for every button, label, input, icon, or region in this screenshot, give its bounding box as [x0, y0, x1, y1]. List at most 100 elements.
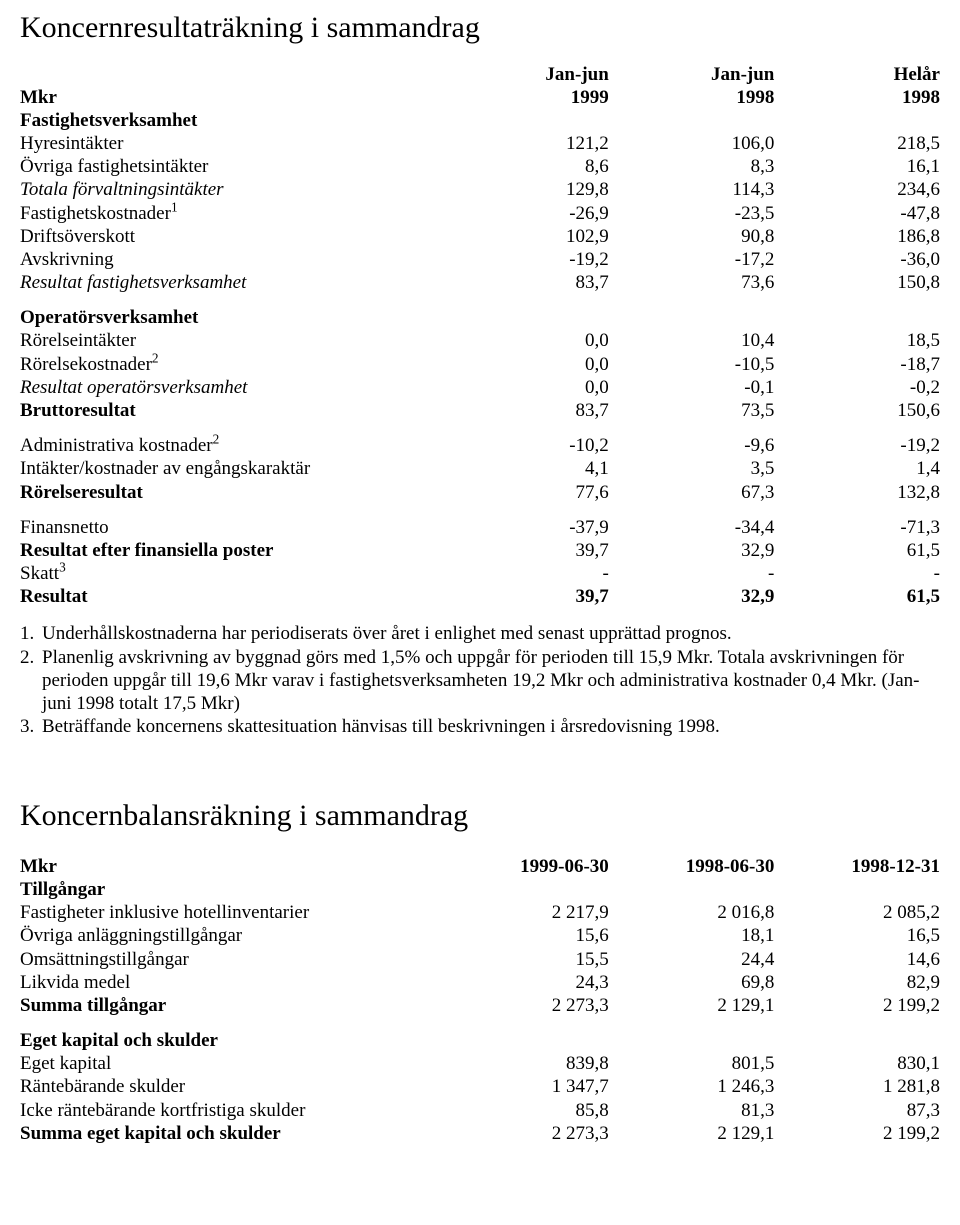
balance-table: Mkr 1999-06-30 1998-06-30 1998-12-31 Til…: [20, 855, 940, 1145]
table-row: Resultat 39,7 32,9 61,5: [20, 585, 940, 608]
table-row: Summa eget kapital och skulder 2 273,3 2…: [20, 1122, 940, 1145]
row-label: Resultat operatörsverksamhet: [20, 376, 443, 399]
table-row: Fastighetskostnader1 -26,9 -23,5 -47,8: [20, 202, 940, 225]
cell: 18,1: [609, 924, 775, 947]
table-row: Totala förvaltningsintäkter 129,8 114,3 …: [20, 178, 940, 201]
cell: 87,3: [774, 1099, 940, 1122]
table-row: Hyresintäkter 121,2 106,0 218,5: [20, 132, 940, 155]
row-label: Resultat efter finansiella poster: [20, 539, 443, 562]
cell: 3,5: [609, 457, 775, 480]
section-header-row: Tillgångar: [20, 878, 940, 901]
cell: 8,6: [443, 155, 609, 178]
row-label: Övriga fastighetsintäkter: [20, 155, 443, 178]
cell: 85,8: [443, 1099, 609, 1122]
table-row: Rörelseresultat 77,6 67,3 132,8: [20, 481, 940, 504]
section-header: Eget kapital och skulder: [20, 1029, 940, 1052]
cell: 67,3: [609, 481, 775, 504]
cell: -37,9: [443, 516, 609, 539]
cell: 114,3: [609, 178, 775, 201]
note-1: 1. Underhållskostnaderna har periodisera…: [20, 622, 940, 645]
cell: 81,3: [609, 1099, 775, 1122]
cell: -: [774, 562, 940, 585]
col1-top: Jan-jun: [443, 63, 609, 86]
cell: 150,8: [774, 271, 940, 294]
cell: -: [443, 562, 609, 585]
cell: 0,0: [443, 376, 609, 399]
cell: 24,4: [609, 948, 775, 971]
note-2: 2. Planenlig avskrivning av byggnad görs…: [20, 646, 940, 716]
cell: 2 217,9: [443, 901, 609, 924]
cell: 8,3: [609, 155, 775, 178]
cell: 2 085,2: [774, 901, 940, 924]
cell: 1 246,3: [609, 1075, 775, 1098]
table-row: Rörelsekostnader2 0,0 -10,5 -18,7: [20, 353, 940, 376]
cell: -17,2: [609, 248, 775, 271]
table-row: Driftsöverskott 102,9 90,8 186,8: [20, 225, 940, 248]
note-number: 1.: [20, 622, 42, 645]
col2-bot: 1998: [609, 86, 775, 109]
cell: -71,3: [774, 516, 940, 539]
cell: 14,6: [774, 948, 940, 971]
row-label: Rörelsekostnader2: [20, 353, 443, 376]
row-label: Finansnetto: [20, 516, 443, 539]
cell: 2 199,2: [774, 994, 940, 1017]
cell: 186,8: [774, 225, 940, 248]
table-row: Icke räntebärande kortfristiga skulder 8…: [20, 1099, 940, 1122]
cell: 32,9: [609, 585, 775, 608]
col1: 1999-06-30: [443, 855, 609, 878]
row-label: Bruttoresultat: [20, 399, 443, 422]
section-header-row: Eget kapital och skulder: [20, 1029, 940, 1052]
cell: 150,6: [774, 399, 940, 422]
cell: 16,5: [774, 924, 940, 947]
cell: 129,8: [443, 178, 609, 201]
table-row: Rörelseintäkter 0,0 10,4 18,5: [20, 329, 940, 352]
cell: 16,1: [774, 155, 940, 178]
row-label: Övriga anläggningstillgångar: [20, 924, 443, 947]
cell: 2 199,2: [774, 1122, 940, 1145]
cell: 61,5: [774, 585, 940, 608]
cell: -0,2: [774, 376, 940, 399]
cell: 83,7: [443, 271, 609, 294]
cell: 234,6: [774, 178, 940, 201]
row-label: Resultat fastighetsverksamhet: [20, 271, 443, 294]
row-label: Skatt3: [20, 562, 443, 585]
row-label: Administrativa kostnader2: [20, 434, 443, 457]
cell: 24,3: [443, 971, 609, 994]
income-title: Koncernresultaträkning i sammandrag: [20, 10, 940, 47]
cell: 83,7: [443, 399, 609, 422]
page: Koncernresultaträkning i sammandrag Jan-…: [0, 0, 960, 1185]
row-label: Rörelseintäkter: [20, 329, 443, 352]
cell: 90,8: [609, 225, 775, 248]
cell: 39,7: [443, 539, 609, 562]
cell: 218,5: [774, 132, 940, 155]
cell: -10,2: [443, 434, 609, 457]
table-row: Resultat operatörsverksamhet 0,0 -0,1 -0…: [20, 376, 940, 399]
section-header: Tillgångar: [20, 878, 940, 901]
row-label: Eget kapital: [20, 1052, 443, 1075]
section-header-row: Operatörsverksamhet: [20, 306, 940, 329]
header-row: Mkr 1999-06-30 1998-06-30 1998-12-31: [20, 855, 940, 878]
table-row: Resultat fastighetsverksamhet 83,7 73,6 …: [20, 271, 940, 294]
col3-bot: 1998: [774, 86, 940, 109]
cell: -: [609, 562, 775, 585]
cell: 2 273,3: [443, 994, 609, 1017]
row-label: Fastigheter inklusive hotellinventarier: [20, 901, 443, 924]
table-row: Likvida medel 24,3 69,8 82,9: [20, 971, 940, 994]
header-row-1: Jan-jun Jan-jun Helår: [20, 63, 940, 86]
col3: 1998-12-31: [774, 855, 940, 878]
table-row: Eget kapital 839,8 801,5 830,1: [20, 1052, 940, 1075]
row-label: Summa eget kapital och skulder: [20, 1122, 443, 1145]
table-row: Administrativa kostnader2 -10,2 -9,6 -19…: [20, 434, 940, 457]
note-number: 3.: [20, 715, 42, 738]
row-label: Icke räntebärande kortfristiga skulder: [20, 1099, 443, 1122]
income-table: Jan-jun Jan-jun Helår Mkr 1999 1998 1998…: [20, 63, 940, 609]
note-text: Planenlig avskrivning av byggnad görs me…: [42, 646, 940, 716]
cell: 0,0: [443, 353, 609, 376]
cell: 132,8: [774, 481, 940, 504]
row-label: Resultat: [20, 585, 443, 608]
col1-bot: 1999: [443, 86, 609, 109]
table-row: Bruttoresultat 83,7 73,5 150,6: [20, 399, 940, 422]
table-row: Intäkter/kostnader av engångskaraktär 4,…: [20, 457, 940, 480]
cell: 77,6: [443, 481, 609, 504]
cell: 82,9: [774, 971, 940, 994]
